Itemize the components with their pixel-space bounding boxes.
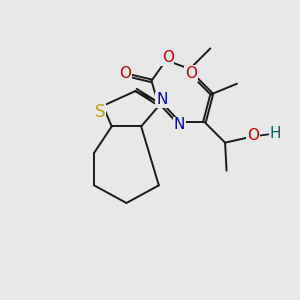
Text: H: H <box>269 126 281 141</box>
Text: N: N <box>156 92 167 107</box>
Text: S: S <box>95 103 105 121</box>
Text: N: N <box>174 118 185 133</box>
Text: O: O <box>247 128 259 143</box>
Text: O: O <box>162 50 174 65</box>
Text: O: O <box>185 66 197 81</box>
Text: O: O <box>119 66 131 81</box>
